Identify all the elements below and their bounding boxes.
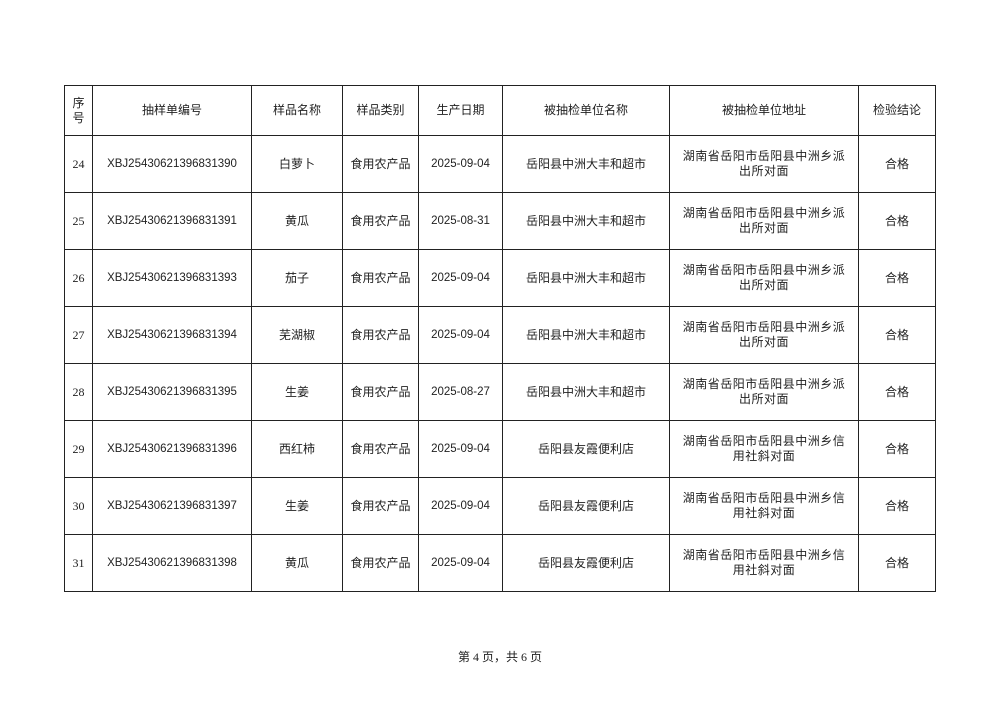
cell-conclusion: 合格 (858, 135, 936, 193)
header-sample-name: 样品名称 (251, 85, 343, 136)
cell-conclusion: 合格 (858, 306, 936, 364)
cell-serial: 25 (64, 192, 93, 250)
cell-unit-name: 岳阳县中洲大丰和超市 (502, 192, 670, 250)
cell-sample-category: 食用农产品 (342, 306, 419, 364)
cell-production-date: 2025-09-04 (418, 135, 503, 193)
cell-sample-code: XBJ25430621396831397 (92, 477, 252, 535)
table-row: 30 XBJ25430621396831397 生姜 食用农产品 2025-09-04 岳… (64, 477, 936, 535)
cell-sample-category: 食用农产品 (342, 477, 419, 535)
cell-unit-address: 湖南省岳阳市岳阳县中洲乡信用社斜对面 (669, 420, 859, 478)
page-number: 第 4 页，共 6 页 (457, 650, 542, 664)
table-header-row: 序号 抽样单编号 样品名称 样品类别 生产日期 被抽检单位名称 被抽检单位地址 检验结论 (64, 85, 936, 136)
cell-sample-name: 芜湖椒 (251, 306, 343, 364)
cell-sample-category: 食用农产品 (342, 135, 419, 193)
table-row: 28 XBJ25430621396831395 生姜 食用农产品 2025-08-27 岳… (64, 363, 936, 421)
cell-sample-name: 黄瓜 (251, 192, 343, 250)
header-sample-code: 抽样单编号 (92, 85, 252, 136)
cell-serial: 27 (64, 306, 93, 364)
header-conclusion: 检验结论 (858, 85, 936, 136)
cell-sample-code: XBJ25430621396831393 (92, 249, 252, 307)
cell-serial: 26 (64, 249, 93, 307)
cell-serial: 30 (64, 477, 93, 535)
cell-unit-address: 湖南省岳阳市岳阳县中洲乡派出所对面 (669, 363, 859, 421)
cell-unit-name: 岳阳县中洲大丰和超市 (502, 249, 670, 307)
cell-sample-code: XBJ25430621396831394 (92, 306, 252, 364)
cell-sample-code: XBJ25430621396831390 (92, 135, 252, 193)
cell-sample-name: 茄子 (251, 249, 343, 307)
cell-unit-name: 岳阳县友霞便利店 (502, 420, 670, 478)
cell-production-date: 2025-09-04 (418, 306, 503, 364)
header-sample-category: 样品类别 (342, 85, 419, 136)
cell-sample-category: 食用农产品 (342, 534, 419, 592)
cell-unit-name: 岳阳县中洲大丰和超市 (502, 306, 670, 364)
cell-production-date: 2025-08-27 (418, 363, 503, 421)
cell-unit-name: 岳阳县友霞便利店 (502, 534, 670, 592)
cell-production-date: 2025-09-04 (418, 534, 503, 592)
cell-conclusion: 合格 (858, 420, 936, 478)
cell-sample-name: 生姜 (251, 363, 343, 421)
cell-sample-category: 食用农产品 (342, 249, 419, 307)
table-row: 26 XBJ25430621396831393 茄子 食用农产品 2025-09-04 岳… (64, 249, 936, 307)
cell-sample-code: XBJ25430621396831395 (92, 363, 252, 421)
cell-conclusion: 合格 (858, 192, 936, 250)
cell-conclusion: 合格 (858, 477, 936, 535)
cell-serial: 31 (64, 534, 93, 592)
header-unit-address: 被抽检单位地址 (669, 85, 859, 136)
cell-production-date: 2025-09-04 (418, 477, 503, 535)
cell-unit-address: 湖南省岳阳市岳阳县中洲乡派出所对面 (669, 135, 859, 193)
cell-sample-code: XBJ25430621396831391 (92, 192, 252, 250)
cell-serial: 28 (64, 363, 93, 421)
table-row: 25 XBJ25430621396831391 黄瓜 食用农产品 2025-08-31 岳… (64, 192, 936, 250)
cell-unit-address: 湖南省岳阳市岳阳县中洲乡派出所对面 (669, 249, 859, 307)
cell-serial: 29 (64, 420, 93, 478)
header-production-date: 生产日期 (418, 85, 503, 136)
cell-serial: 24 (64, 135, 93, 193)
cell-sample-name: 生姜 (251, 477, 343, 535)
cell-unit-address: 湖南省岳阳市岳阳县中洲乡派出所对面 (669, 306, 859, 364)
cell-conclusion: 合格 (858, 249, 936, 307)
cell-production-date: 2025-08-31 (418, 192, 503, 250)
header-unit-name: 被抽检单位名称 (502, 85, 670, 136)
cell-sample-name: 白萝卜 (251, 135, 343, 193)
cell-sample-category: 食用农产品 (342, 192, 419, 250)
table-row: 29 XBJ25430621396831396 西红柿 食用农产品 2025-09-04… (64, 420, 936, 478)
cell-unit-address: 湖南省岳阳市岳阳县中洲乡信用社斜对面 (669, 477, 859, 535)
table-row: 27 XBJ25430621396831394 芜湖椒 食用农产品 2025-09-04… (64, 306, 936, 364)
cell-production-date: 2025-09-04 (418, 420, 503, 478)
cell-unit-name: 岳阳县中洲大丰和超市 (502, 363, 670, 421)
cell-conclusion: 合格 (858, 534, 936, 592)
cell-sample-category: 食用农产品 (342, 363, 419, 421)
cell-sample-code: XBJ25430621396831396 (92, 420, 252, 478)
cell-sample-name: 黄瓜 (251, 534, 343, 592)
cell-production-date: 2025-09-04 (418, 249, 503, 307)
table-row: 31 XBJ25430621396831398 黄瓜 食用农产品 2025-09-04 岳… (64, 534, 936, 592)
cell-sample-category: 食用农产品 (342, 420, 419, 478)
cell-unit-address: 湖南省岳阳市岳阳县中洲乡信用社斜对面 (669, 534, 859, 592)
inspection-results-table: 序号 抽样单编号 样品名称 样品类别 生产日期 被抽检单位名称 被抽检单位地址 检验结论 24… (64, 85, 936, 592)
cell-sample-code: XBJ25430621396831398 (92, 534, 252, 592)
cell-unit-address: 湖南省岳阳市岳阳县中洲乡派出所对面 (669, 192, 859, 250)
header-serial: 序号 (64, 85, 93, 136)
cell-unit-name: 岳阳县友霞便利店 (502, 477, 670, 535)
cell-unit-name: 岳阳县中洲大丰和超市 (502, 135, 670, 193)
cell-conclusion: 合格 (858, 363, 936, 421)
table-row: 24 XBJ25430621396831390 白萝卜 食用农产品 2025-09-04… (64, 135, 936, 193)
cell-sample-name: 西红柿 (251, 420, 343, 478)
